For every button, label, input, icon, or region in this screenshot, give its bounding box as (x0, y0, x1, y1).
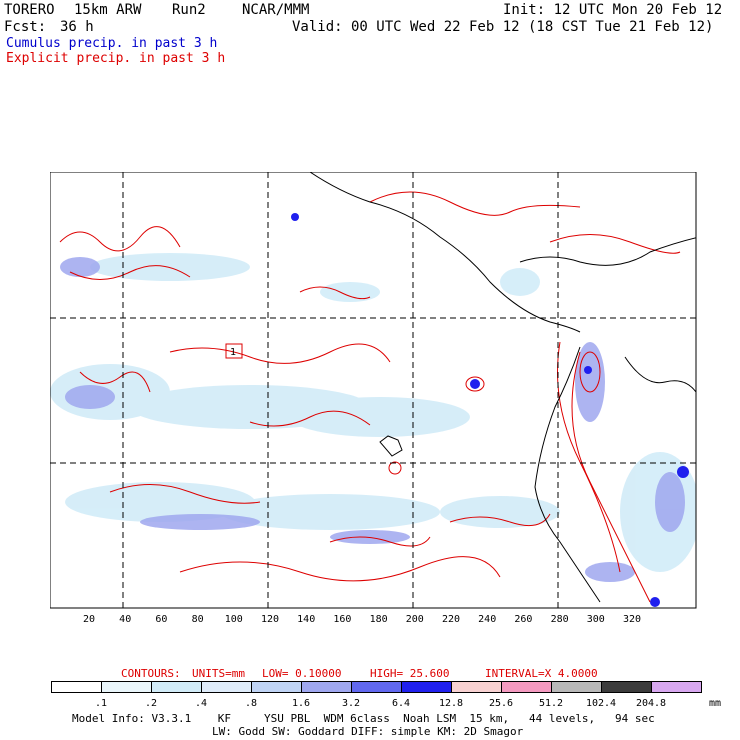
legend-label: 3.2 (341, 698, 361, 709)
legend-swatch (451, 681, 502, 693)
legend-label: 25.6 (488, 698, 514, 709)
x-tick-label: 240 (478, 614, 496, 625)
model-info: Model Info: V3.3.1 KF YSU PBL WDM 6class… (72, 712, 655, 725)
x-tick-label: 260 (514, 614, 532, 625)
legend-label: 6.4 (391, 698, 411, 709)
model-resolution: 15km ARW (74, 2, 142, 18)
contours-label: CONTOURS: (121, 667, 181, 680)
x-tick-label: 220 (442, 614, 460, 625)
region-box-label: 1 (230, 347, 236, 358)
heavy-precip-shading (291, 213, 689, 607)
x-tick-label: 80 (192, 614, 204, 625)
model-physics: LW: Godd SW: Goddard DIFF: simple KM: 2D… (212, 725, 524, 738)
legend-label: 102.4 (585, 698, 617, 709)
x-tick-label: 20 (83, 614, 95, 625)
legend-label: .4 (194, 698, 208, 709)
legend-unit: mm (709, 698, 722, 709)
x-tick-label: 200 (406, 614, 424, 625)
legend-label: 1.6 (291, 698, 311, 709)
contours-high: HIGH= 25.600 (370, 667, 450, 680)
legend-swatch (501, 681, 552, 693)
legend-label: .2 (144, 698, 158, 709)
legend-label: 12.8 (438, 698, 464, 709)
legend-label: 51.2 (538, 698, 564, 709)
run-label: Run2 (172, 2, 206, 18)
x-tick-label: 180 (370, 614, 388, 625)
legend-label: .1 (94, 698, 108, 709)
x-tick-label: 280 (551, 614, 569, 625)
x-tick-label: 300 (587, 614, 605, 625)
legend-swatch (151, 681, 202, 693)
valid-time: Valid: 00 UTC Wed 22 Feb 12 (18 CST Tue … (292, 19, 714, 35)
legend-swatch (301, 681, 352, 693)
x-tick-label: 120 (261, 614, 279, 625)
precip-map: 1 110 W100 W90 W80 W70 W10 N010 S2202001… (50, 172, 697, 625)
init-time: Init: 12 UTC Mon 20 Feb 12 (503, 2, 723, 18)
model-name: TORERO (4, 2, 55, 18)
contours-interval: INTERVAL=X 4.0000 (485, 667, 598, 680)
legend-swatch (551, 681, 602, 693)
legend-label: 204.8 (635, 698, 667, 709)
map-field (50, 172, 696, 607)
graticule (50, 172, 696, 608)
cumulus-precip-title: Cumulus precip. in past 3 h (6, 36, 218, 51)
axis-labels: 110 W100 W90 W80 W70 W10 N010 S220200180… (83, 614, 641, 625)
org-label: NCAR/MMM (242, 2, 310, 18)
map-frame (50, 172, 697, 609)
x-tick-label: 320 (623, 614, 641, 625)
x-tick-label: 60 (155, 614, 167, 625)
legend-swatch (401, 681, 452, 693)
x-tick-label: 140 (297, 614, 315, 625)
legend-swatch (101, 681, 152, 693)
region-box (225, 343, 243, 359)
forecast-label: Fcst: (4, 19, 47, 35)
legend-label: .8 (244, 698, 258, 709)
explicit-precip-title: Explicit precip. in past 3 h (6, 51, 226, 66)
legend-swatch (201, 681, 252, 693)
x-tick-label: 40 (119, 614, 131, 625)
contours-units: UNITS=mm (192, 667, 245, 680)
x-tick-label: 100 (225, 614, 243, 625)
legend-swatch (51, 681, 102, 693)
legend-swatch (351, 681, 402, 693)
coastlines (309, 172, 696, 603)
legend-swatch (601, 681, 652, 693)
x-tick-label: 160 (333, 614, 351, 625)
medium-precip-shading (60, 257, 685, 582)
forecast-hour: 36 h (60, 19, 94, 35)
legend-swatch (251, 681, 302, 693)
legend-swatch (651, 681, 702, 693)
contours-low: LOW= 0.10000 (262, 667, 342, 680)
